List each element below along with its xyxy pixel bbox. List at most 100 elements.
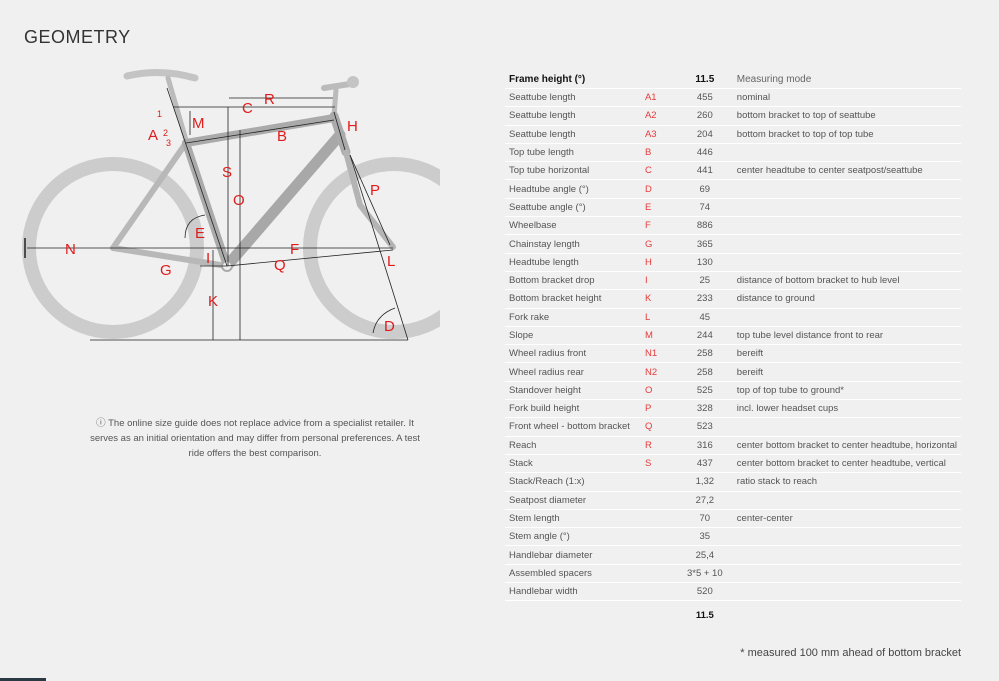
row-name: Top tube horizontal	[505, 161, 641, 181]
label-r: R	[264, 91, 275, 108]
row-code: L	[640, 308, 677, 327]
label-s: S	[222, 164, 232, 181]
row-description	[732, 198, 961, 218]
table-row: Bottom bracket drop I 25 distance of bottom…	[505, 271, 961, 291]
row-name: Seattube length	[505, 88, 641, 108]
row-value: 74	[676, 198, 733, 218]
row-name: Front wheel - bottom bracket	[505, 417, 641, 437]
row-code	[640, 582, 677, 602]
row-value: 130	[676, 253, 733, 272]
row-code	[640, 509, 677, 529]
footnote: * measured 100 mm ahead of bottom bracke…	[740, 647, 961, 659]
row-value: 244	[676, 326, 733, 346]
row-name: Assembled spacers	[505, 564, 641, 584]
row-name: Handlebar width	[505, 582, 641, 602]
row-code: A2	[640, 106, 677, 126]
table-row: Assembled spacers 3*5 + 10	[505, 564, 961, 584]
row-value: 69	[676, 179, 733, 199]
row-value: 25	[676, 271, 733, 291]
row-code: M	[640, 326, 677, 346]
row-description: center bottom bracket to center headtube…	[732, 436, 961, 455]
row-name: Stack	[505, 454, 641, 474]
table-row: Headtube length H 130	[505, 253, 961, 272]
row-value: 525	[676, 381, 733, 401]
page-title: GEOMETRY	[24, 27, 131, 47]
row-description	[732, 234, 961, 254]
bike-geometry-diagram: A 1 2 3 M C R B H S O P E N F G I Q L K …	[22, 68, 440, 341]
row-code	[640, 491, 677, 510]
row-code: N1	[640, 344, 677, 364]
table-row: Seattube length A1 455 nominal	[505, 88, 961, 108]
header-frame-height: Frame height (°)	[505, 70, 641, 89]
table-row: Seattube length A3 204 bottom bracket to to…	[505, 125, 961, 144]
table-row: Seattube angle (°) E 74	[505, 198, 961, 218]
label-c: C	[242, 100, 253, 117]
table-row: Stem length 70 center-center	[505, 509, 961, 529]
row-description	[732, 216, 961, 236]
table-row: Stack S 437 center bottom bracket to center…	[505, 454, 961, 474]
row-code: O	[640, 381, 677, 401]
table-row: Seatpost diameter 27,2	[505, 491, 961, 510]
row-value: 365	[676, 234, 733, 254]
table-row: Chainstay length G 365	[505, 234, 961, 254]
label-p: P	[370, 182, 380, 199]
row-code: I	[640, 271, 677, 291]
row-code: A1	[640, 88, 677, 108]
label-l: L	[387, 253, 395, 270]
label-m: M	[192, 115, 205, 132]
table-row: Wheel radius front N1 258 bereift	[505, 344, 961, 364]
row-code: G	[640, 234, 677, 254]
row-value: 233	[676, 289, 733, 309]
row-description: top tube level distance front to rear	[732, 326, 961, 346]
label-k: K	[208, 293, 218, 310]
row-description: center bottom bracket to center headtube…	[732, 454, 961, 474]
row-code: E	[640, 198, 677, 218]
label-o: O	[233, 192, 245, 209]
row-name: Standover height	[505, 381, 641, 401]
row-description: incl. lower headset cups	[732, 399, 961, 419]
label-h: H	[347, 118, 358, 135]
label-g: G	[160, 262, 172, 279]
row-description: top of top tube to ground*	[732, 381, 961, 401]
table-row: Reach R 316 center bottom bracket to center…	[505, 436, 961, 455]
label-2: 2	[163, 128, 168, 138]
row-value: 523	[676, 417, 733, 437]
table-row: Wheelbase F 886	[505, 216, 961, 236]
row-name: Fork build height	[505, 399, 641, 419]
row-description: ratio stack to reach	[732, 472, 961, 492]
table-row: Slope M 244 top tube level distance front t…	[505, 326, 961, 346]
row-name: Stem angle (°)	[505, 527, 641, 547]
row-description: bottom bracket to top of top tube	[732, 125, 961, 144]
row-name: Wheel radius rear	[505, 362, 641, 382]
row-code: P	[640, 399, 677, 419]
row-name: Stack/Reach (1:x)	[505, 472, 641, 492]
row-description	[732, 253, 961, 272]
table-row: Handlebar width 520	[505, 582, 961, 602]
table-row: Top tube length B 446	[505, 143, 961, 163]
row-code: D	[640, 179, 677, 199]
row-description	[732, 143, 961, 163]
row-value: 316	[676, 436, 733, 455]
row-value: 455	[676, 88, 733, 108]
label-d: D	[384, 318, 395, 335]
row-name: Reach	[505, 436, 641, 455]
row-value: 886	[676, 216, 733, 236]
header-measuring-mode: Measuring mode	[732, 70, 961, 89]
row-code: B	[640, 143, 677, 163]
table-row: Stack/Reach (1:x) 1,32 ratio stack to reac…	[505, 472, 961, 492]
geometry-table: Frame height (°) 11.5 Measuring mode Sea…	[505, 70, 961, 629]
size-guide-note: ⓘ The online size guide does not replace…	[90, 416, 420, 461]
row-value: 260	[676, 106, 733, 126]
row-value: 35	[676, 527, 733, 547]
table-row: Wheel radius rear N2 258 bereift	[505, 362, 961, 382]
row-value: 70	[676, 509, 733, 529]
row-value: 25,4	[676, 545, 733, 565]
row-description	[732, 491, 961, 510]
table-row: Seattube length A2 260 bottom bracket to to…	[505, 106, 961, 126]
footer-frame-size: 11.5	[695, 609, 714, 621]
row-description	[732, 308, 961, 327]
table-row: Standover height O 525 top of top tube to g…	[505, 381, 961, 401]
row-code: A3	[640, 125, 677, 144]
row-name: Headtube angle (°)	[505, 179, 641, 199]
row-code: H	[640, 253, 677, 272]
